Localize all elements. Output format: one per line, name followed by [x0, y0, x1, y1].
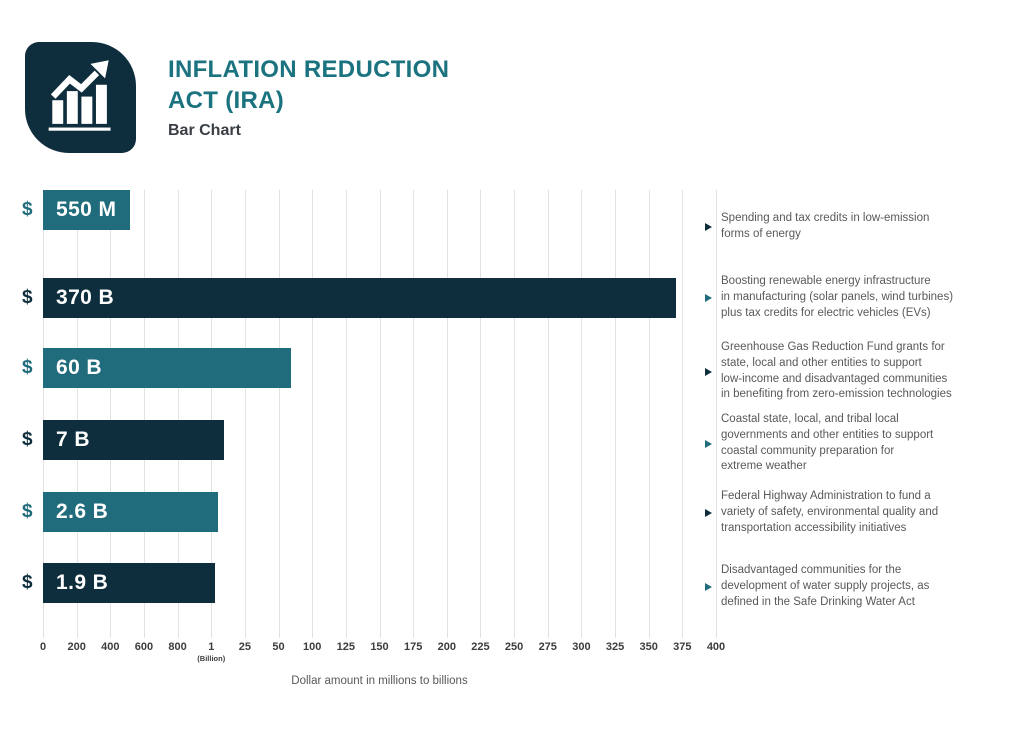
x-axis-tick-label: 125 — [336, 641, 356, 653]
triangle-marker-icon — [705, 582, 712, 591]
bar-row-550m: $ 550 M — [22, 190, 716, 230]
gridline — [76, 190, 78, 638]
page-title: INFLATION REDUCTION ACT (IRA) — [168, 56, 450, 114]
gridline — [244, 190, 246, 638]
triangle-marker-icon — [705, 293, 712, 302]
bar-60b: 60 B — [43, 348, 292, 388]
gridline — [581, 190, 583, 638]
bar-row-2-6b: $ 2.6 B — [22, 492, 716, 532]
x-axis-tick-label: 350 — [639, 641, 658, 653]
bar-chart-trend-icon — [48, 60, 111, 131]
bar-value-label: 370 B — [56, 286, 115, 309]
gridline — [312, 190, 314, 638]
bar-value-label: 1.9 B — [56, 571, 109, 594]
annotation-item: Federal Highway Administration to fund a… — [705, 489, 938, 536]
annotation-text: Federal Highway Administration to fund a… — [721, 490, 939, 534]
gridline — [648, 190, 650, 638]
gridline — [43, 190, 44, 638]
gridline — [110, 190, 112, 638]
gridline — [177, 190, 179, 638]
x-axis-tick-label: 25 — [238, 641, 252, 653]
triangle-marker-icon — [705, 222, 712, 231]
gridline — [682, 190, 684, 638]
x-axis-caption: Dollar amount in millions to billions — [291, 675, 468, 687]
bar-value-label: 550 M — [56, 198, 117, 221]
gridline — [143, 190, 145, 638]
annotation-item: Coastal state, local, and tribal local g… — [705, 412, 933, 475]
currency-symbol: $ — [22, 501, 33, 522]
bar-2-6b: 2.6 B — [43, 492, 218, 532]
x-axis: 0 200 400 600 800 1 25 50 100 125 150 175 200 225 250 2… — [40, 641, 725, 671]
gridline — [446, 190, 448, 638]
bar-7b: 7 B — [43, 420, 225, 460]
currency-symbol: $ — [22, 572, 33, 593]
annotation-item: Disadvantaged communities for the develo… — [705, 563, 929, 610]
annotation-text: Greenhouse Gas Reduction Fund grants for… — [721, 341, 952, 401]
currency-symbol: $ — [22, 357, 33, 378]
x-axis-tick-label: 400 — [101, 641, 120, 653]
x-axis-tick-label: 600 — [134, 641, 154, 653]
x-axis-tick-label: 300 — [572, 641, 591, 653]
bar-1-9b: 1.9 B — [43, 563, 216, 603]
x-axis-tick-label: 175 — [403, 641, 423, 653]
x-axis-tick-label: 275 — [538, 641, 557, 653]
triangle-marker-icon — [705, 439, 712, 448]
gridline — [615, 190, 617, 638]
gridline — [716, 190, 717, 638]
currency-symbol: $ — [22, 429, 33, 450]
gridline — [514, 190, 516, 638]
gridline — [211, 190, 213, 638]
x-axis-tick-label: 800 — [168, 641, 187, 653]
bar-chart-logo — [25, 42, 136, 153]
gridline — [413, 190, 415, 638]
x-axis-tick-label: 150 — [370, 641, 389, 653]
x-axis-tick-label: 50 — [272, 641, 285, 653]
gridline — [480, 190, 482, 638]
bar-chart-plot-area: $ 370 B $ 60 B $ 7 B $ 2.6 B $ 1. — [22, 190, 717, 638]
gridline — [379, 190, 381, 638]
bar-value-label: 2.6 B — [56, 500, 109, 523]
gridline — [278, 190, 280, 638]
gridline — [547, 190, 549, 638]
x-axis-tick-label: 225 — [471, 641, 490, 653]
bar-row-7b: $ 7 B — [22, 420, 716, 460]
annotation-item: Boosting renewable energy infrastructure… — [705, 274, 953, 321]
bar-value-label: 7 B — [56, 428, 90, 451]
annotation-item: Greenhouse Gas Reduction Fund grants for… — [705, 340, 952, 403]
bar-550m: 550 M — [43, 190, 130, 230]
currency-symbol: $ — [22, 199, 33, 220]
annotation-text: Spending and tax credits in low-emission… — [721, 212, 930, 240]
x-axis-tick-label: 325 — [605, 641, 625, 653]
annotation-text: Disadvantaged communities for the develo… — [721, 564, 930, 608]
x-axis-tick-label: 100 — [303, 641, 322, 653]
bar-value-label: 60 B — [56, 356, 102, 379]
x-axis-tick-label: 375 — [673, 641, 692, 653]
bar-370b: 370 B — [43, 278, 676, 318]
x-axis-tick-label: 400 — [706, 641, 726, 653]
bar-row-1-9b: $ 1.9 B — [22, 563, 716, 603]
x-axis-tick-label: 250 — [504, 641, 524, 653]
bar-row-370b: $ 370 B — [22, 278, 716, 318]
x-axis-unit-sublabel: (Billion) — [197, 654, 226, 663]
x-axis-tick-label: 0 — [39, 641, 47, 653]
annotation-item: Spending and tax credits in low-emission… — [705, 211, 929, 243]
triangle-marker-icon — [705, 508, 712, 517]
x-axis-tick-label: 200 — [67, 641, 86, 653]
triangle-marker-icon — [705, 367, 712, 376]
bar-row-60b: $ 60 B — [22, 348, 716, 388]
gridline — [345, 190, 347, 638]
x-axis-tick-label: 1 — [208, 641, 215, 653]
page-subtitle: Bar Chart — [168, 122, 241, 139]
currency-symbol: $ — [22, 287, 33, 308]
annotation-text: Boosting renewable energy infrastructure… — [721, 275, 954, 319]
x-axis-tick-label: 200 — [437, 641, 456, 653]
annotation-text: Coastal state, local, and tribal local g… — [721, 413, 934, 473]
